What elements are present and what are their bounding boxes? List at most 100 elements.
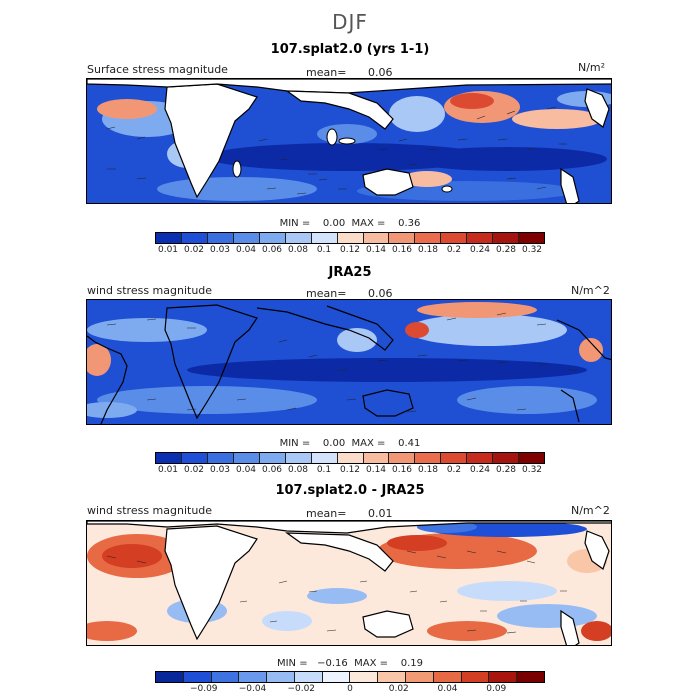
- colorbar-swatch: [311, 233, 338, 243]
- colorbar-swatch: [239, 672, 268, 682]
- panel-3-map-svg: [87, 521, 611, 645]
- panel-1-mean-label: mean=: [306, 66, 347, 79]
- colorbar-swatch: [363, 233, 390, 243]
- panel-2-colorbar: [155, 452, 545, 464]
- colorbar-swatch: [389, 233, 416, 243]
- colorbar-swatch: [415, 453, 442, 463]
- panel-1-units: N/m²: [578, 61, 606, 74]
- panel-2-mean-value: 0.06: [368, 287, 393, 300]
- panel-3-land: [87, 521, 611, 645]
- colorbar-swatch: [294, 672, 323, 682]
- colorbar-swatch: [156, 453, 182, 463]
- colorbar-tick-label: 0: [347, 684, 353, 694]
- colorbar-swatch: [441, 233, 468, 243]
- colorbar-swatch: [489, 672, 518, 682]
- panel-2-wind-vectors: [106, 312, 577, 413]
- panel-2-map-svg: [87, 300, 611, 424]
- colorbar-tick-label: 0.04: [437, 684, 458, 694]
- colorbar-tick-label: 0.01: [157, 245, 179, 255]
- colorbar-tick-label: 0.16: [391, 245, 413, 255]
- colorbar-tick-label: 0.16: [391, 465, 413, 475]
- panel-2-units: N/m^2: [571, 284, 610, 297]
- colorbar-tick-label: 0.1: [316, 465, 332, 475]
- panel-2-field: [87, 302, 603, 418]
- panel-2-mean-label: mean=: [306, 287, 347, 300]
- colorbar-swatch: [493, 453, 520, 463]
- colorbar-swatch: [363, 453, 390, 463]
- panel-3-mean-value: 0.01: [368, 507, 393, 520]
- colorbar-swatch: [433, 672, 462, 682]
- colorbar-swatch: [233, 453, 260, 463]
- colorbar-swatch: [267, 672, 295, 682]
- panel-1-mean-value: 0.06: [368, 66, 393, 79]
- panel-2-min-max: MIN = 0.00 MAX = 0.41: [279, 438, 421, 449]
- panel-2-coastlines: [87, 304, 611, 424]
- colorbar-swatch: [350, 672, 379, 682]
- colorbar-tick-label: 0.02: [388, 684, 409, 694]
- panel-1-wind-vectors: [106, 106, 567, 195]
- colorbar-tick-label: 0.28: [495, 245, 517, 255]
- colorbar-tick-label: 0.03: [209, 465, 231, 475]
- colorbar-swatch: [207, 233, 234, 243]
- colorbar-swatch: [322, 672, 351, 682]
- colorbar-swatch: [519, 453, 545, 463]
- colorbar-tick-label: 0.06: [261, 465, 283, 475]
- colorbar-tick-label: 0.04: [235, 245, 257, 255]
- colorbar-swatch: [519, 233, 545, 243]
- colorbar-swatch: [233, 233, 260, 243]
- colorbar-swatch: [311, 453, 338, 463]
- panel-3-units: N/m^2: [571, 504, 610, 517]
- panel-1-variable-label: Surface stress magnitude: [87, 63, 228, 76]
- colorbar-swatch: [467, 453, 494, 463]
- colorbar-tick-label: 0.32: [521, 245, 543, 255]
- colorbar-tick-label: 0.02: [183, 245, 205, 255]
- panel-1-land: [87, 79, 611, 203]
- colorbar-tick-label: 0.2: [446, 245, 462, 255]
- colorbar-tick-label: 0.14: [365, 245, 387, 255]
- colorbar-tick-label: 0.2: [446, 465, 462, 475]
- colorbar-tick-label: 0.32: [521, 465, 543, 475]
- colorbar-tick-label: 0.18: [417, 465, 439, 475]
- panel-1-colorbar-ticks: 0.01 0.02 0.03 0.04 0.06 0.08 0.1 0.12 0.14 0.16 0…: [155, 245, 545, 257]
- colorbar-swatch: [467, 233, 494, 243]
- colorbar-swatch: [211, 672, 240, 682]
- colorbar-tick-label: 0.14: [365, 465, 387, 475]
- colorbar-tick-label: 0.28: [495, 465, 517, 475]
- colorbar-tick-label: 0.08: [287, 245, 309, 255]
- panel-2-title: JRA25: [328, 265, 372, 280]
- colorbar-swatch: [259, 453, 286, 463]
- colorbar-tick-label: 0.24: [469, 245, 491, 255]
- colorbar-tick-label: 0.1: [316, 245, 332, 255]
- panel-3-mean-label: mean=: [306, 507, 347, 520]
- panel-1-map: [86, 78, 612, 204]
- panel-3-variable-label: wind stress magnitude: [87, 504, 213, 517]
- colorbar-tick-label: −0.04: [238, 684, 267, 694]
- colorbar-swatch: [517, 672, 544, 682]
- panel-1-islands: [232, 128, 453, 193]
- colorbar-tick-label: −0.09: [189, 684, 218, 694]
- panel-2-map: [86, 299, 612, 425]
- colorbar-tick-label: 0.12: [339, 245, 361, 255]
- colorbar-tick-label: 0.01: [157, 465, 179, 475]
- colorbar-swatch: [156, 672, 184, 682]
- colorbar-swatch: [337, 233, 364, 243]
- panel-2-colorbar-ticks: 0.01 0.02 0.03 0.04 0.06 0.08 0.1 0.12 0.14 0.16 0…: [155, 465, 545, 477]
- colorbar-swatch: [181, 233, 208, 243]
- colorbar-tick-label: 0.04: [235, 465, 257, 475]
- panel-2-variable-label: wind stress magnitude: [87, 284, 213, 297]
- colorbar-tick-label: 0.09: [486, 684, 507, 694]
- colorbar-swatch: [461, 672, 490, 682]
- colorbar-tick-label: 0.06: [261, 245, 283, 255]
- colorbar-swatch: [183, 672, 212, 682]
- colorbar-tick-label: 0.08: [287, 465, 309, 475]
- colorbar-swatch: [389, 453, 416, 463]
- panel-1-map-svg: [87, 79, 611, 203]
- colorbar-tick-label: 0.18: [417, 245, 439, 255]
- colorbar-tick-label: −0.02: [287, 684, 316, 694]
- colorbar-tick-label: 0.12: [339, 465, 361, 475]
- colorbar-swatch: [181, 453, 208, 463]
- panel-3-map: [86, 520, 612, 646]
- panel-3-colorbar: [155, 671, 545, 683]
- colorbar-swatch: [285, 233, 312, 243]
- panel-3-field: [87, 521, 611, 641]
